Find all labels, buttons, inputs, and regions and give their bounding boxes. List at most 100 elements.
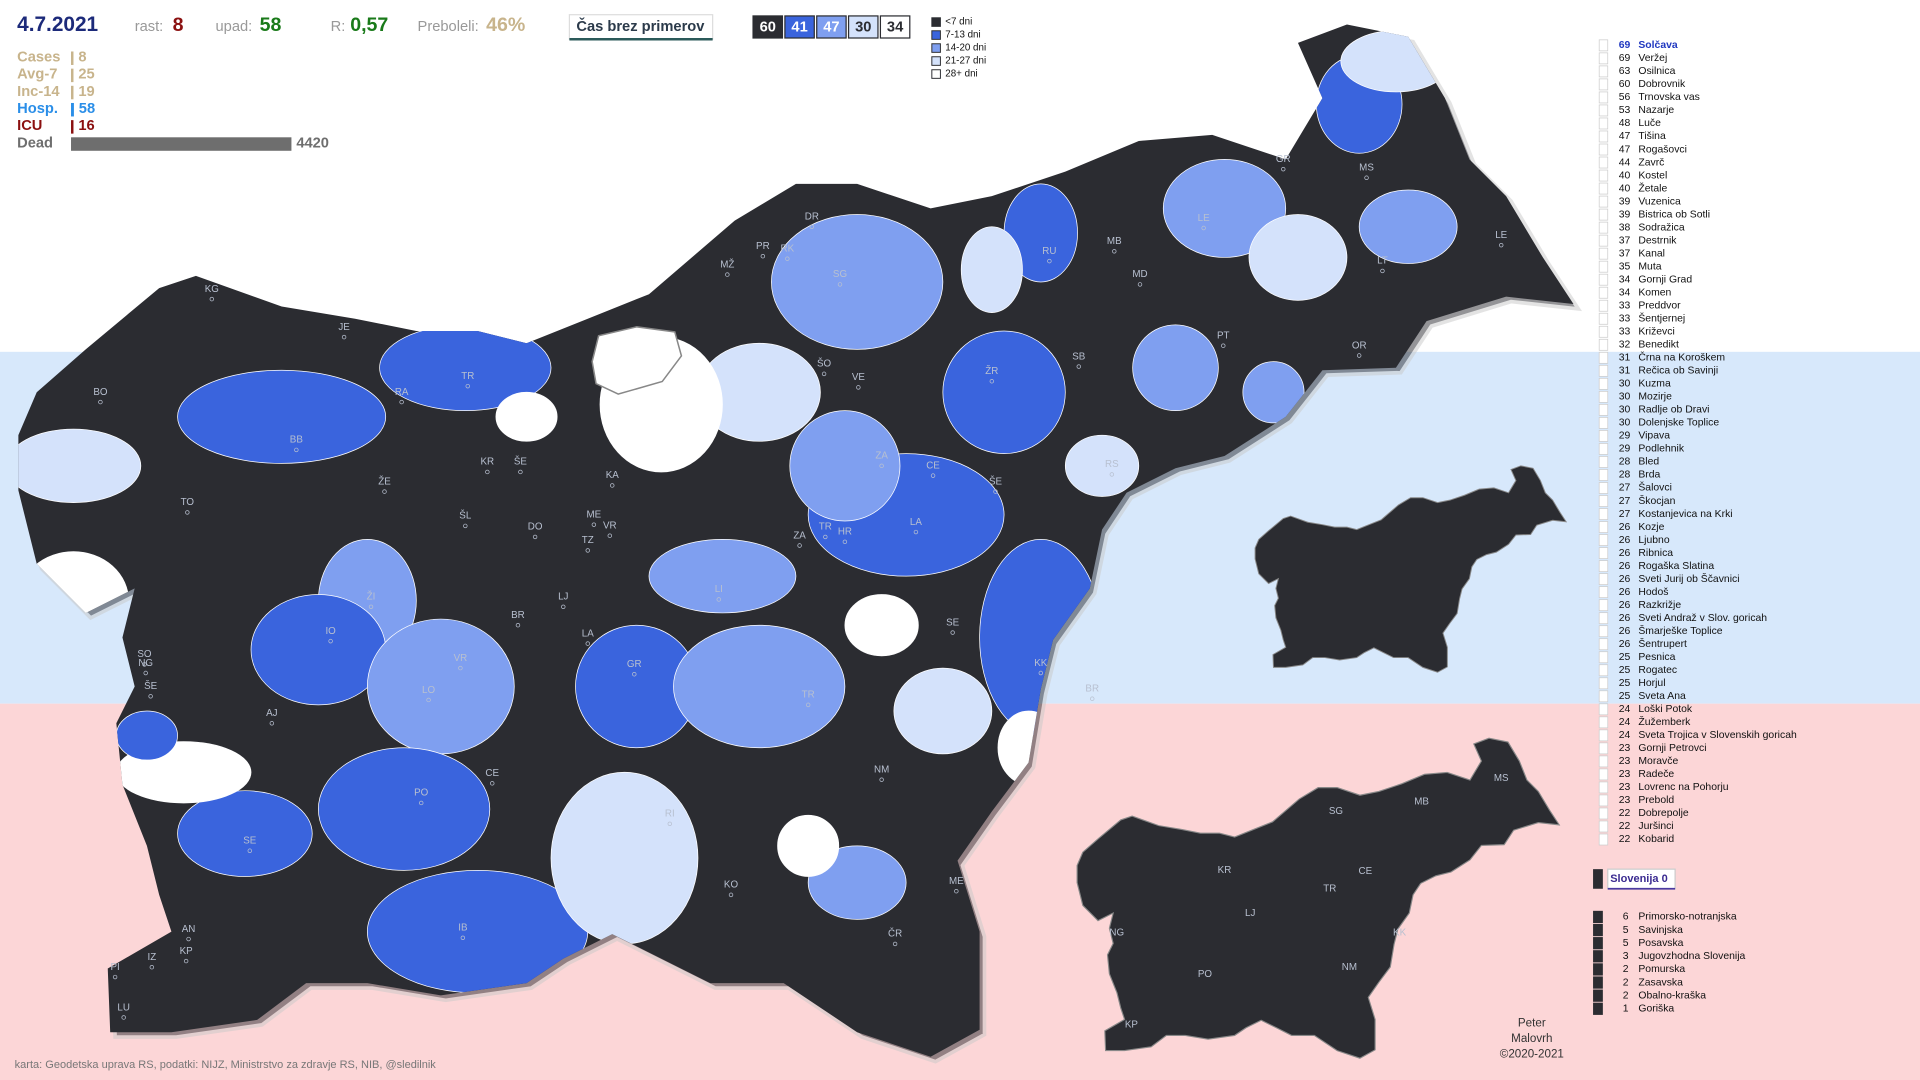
list-name: Juršinci [1638,821,1673,832]
map-label: BO [93,387,108,398]
list-name: Solčava [1638,40,1678,51]
region-days: 5 [1623,938,1629,949]
inset-label: SG [1329,806,1343,817]
list-name: Tišina [1638,131,1666,142]
list-box [1598,768,1609,781]
map-dot [879,463,884,469]
list-days: 24 [1619,730,1631,741]
summary-value: 16 [78,118,94,134]
summary-label: Avg-7 [17,67,57,83]
stat-value: 8 [173,14,184,36]
legend-label: 7-13 dni [945,30,980,41]
list-days: 26 [1619,639,1631,650]
list-box [1598,325,1609,338]
summary-bar [71,51,74,65]
map-dot [183,958,189,964]
list-name: Preddvor [1638,300,1681,311]
map-label: ŽI [367,592,376,603]
list-box [1598,495,1609,507]
summary-value: 58 [79,101,95,117]
inset-label: MB [1414,796,1429,807]
button[interactable]: Čas brez primerov [576,17,705,35]
list-box [1598,742,1609,755]
map-dot [585,641,590,646]
map-dot [518,469,523,475]
list-name: Dobrovnik [1638,79,1686,90]
list-box [1598,781,1609,794]
map-label: ŠE [514,457,528,468]
map-dot [1356,353,1362,358]
list-name: Loški Potok [1638,704,1693,715]
list-days: 25 [1619,691,1631,702]
list-box [1598,65,1609,78]
list-name: Luče [1638,118,1661,129]
region-name: Posavska [1638,938,1683,949]
list-days: 48 [1619,118,1631,129]
list-days: 28 [1619,470,1631,481]
region-name: Jugovzhodna Slovenija [1638,951,1745,962]
map-label: VE [852,372,866,383]
summary-value: 25 [78,67,94,83]
list-name: Sveti Jurij ob Ščavnici [1638,572,1739,585]
list-box [1598,299,1609,312]
list-box [1598,690,1609,703]
list-days: 26 [1619,561,1631,572]
list-name: Mozirje [1638,392,1672,403]
map-dot [1201,225,1206,231]
list-days: 39 [1619,209,1631,220]
list-name: Žetale [1638,181,1667,194]
list-days: 56 [1619,92,1631,103]
map-dot [490,781,495,786]
list-days: 23 [1619,782,1631,793]
map-dot [1076,364,1081,369]
map-label: IO [325,626,336,637]
map-label: ŠE [989,476,1003,487]
list-days: 26 [1619,522,1631,533]
region-box [1593,989,1603,1002]
map-label: ŽR [985,366,998,377]
list-name: Šmarješke Toplice [1638,624,1722,637]
map-dot [341,334,347,340]
map-label: LA [582,628,594,639]
map-label: PI [110,962,119,973]
list-days: 37 [1619,235,1631,246]
count-value: 60 [760,19,776,35]
content: 4.7.2021 rast: 8 upad: 58 R: 0,57 Preboleli: 46%… [15,13,1797,1071]
map-label: OR [1352,340,1367,351]
map-dot [989,379,995,384]
list-name: Sveti Andraž v Slov. goricah [1638,613,1767,624]
stat-label: upad: [216,19,253,35]
map-label: TR [461,371,474,382]
list-box [1598,91,1609,104]
national-box [1593,869,1603,889]
stat-label: Preboleli: [418,19,479,35]
map-dot [879,777,884,782]
list-days: 69 [1619,40,1631,51]
map-label: LE [1495,230,1507,241]
list-name: Rečica ob Savinji [1638,366,1718,377]
list-name: Kostel [1638,170,1667,181]
map-dot [591,522,597,527]
author: ©2020-2021 [1500,1047,1564,1060]
map-label: ŠE [144,681,158,692]
list-days: 34 [1619,274,1631,285]
map-dot [842,539,848,545]
list-days: 31 [1619,353,1631,364]
map-dot [143,670,148,676]
author: Malovrh [1511,1032,1552,1045]
list-days: 63 [1619,66,1631,77]
map-label: ZA [875,451,888,462]
summary-label: Hosp. [17,101,58,117]
count-value: 34 [887,19,904,35]
list-name: Trnovska vas [1638,92,1699,103]
count-box [752,15,784,39]
map-dot [950,630,955,635]
list-box [1598,599,1609,612]
stat-label: R: [331,19,346,35]
list-name: Benedikt [1638,340,1679,351]
map-label: ME [587,509,602,520]
list-days: 25 [1619,678,1631,689]
list-box [1598,104,1609,117]
list-days: 39 [1619,196,1631,207]
list-name: Šalovci [1638,481,1672,494]
